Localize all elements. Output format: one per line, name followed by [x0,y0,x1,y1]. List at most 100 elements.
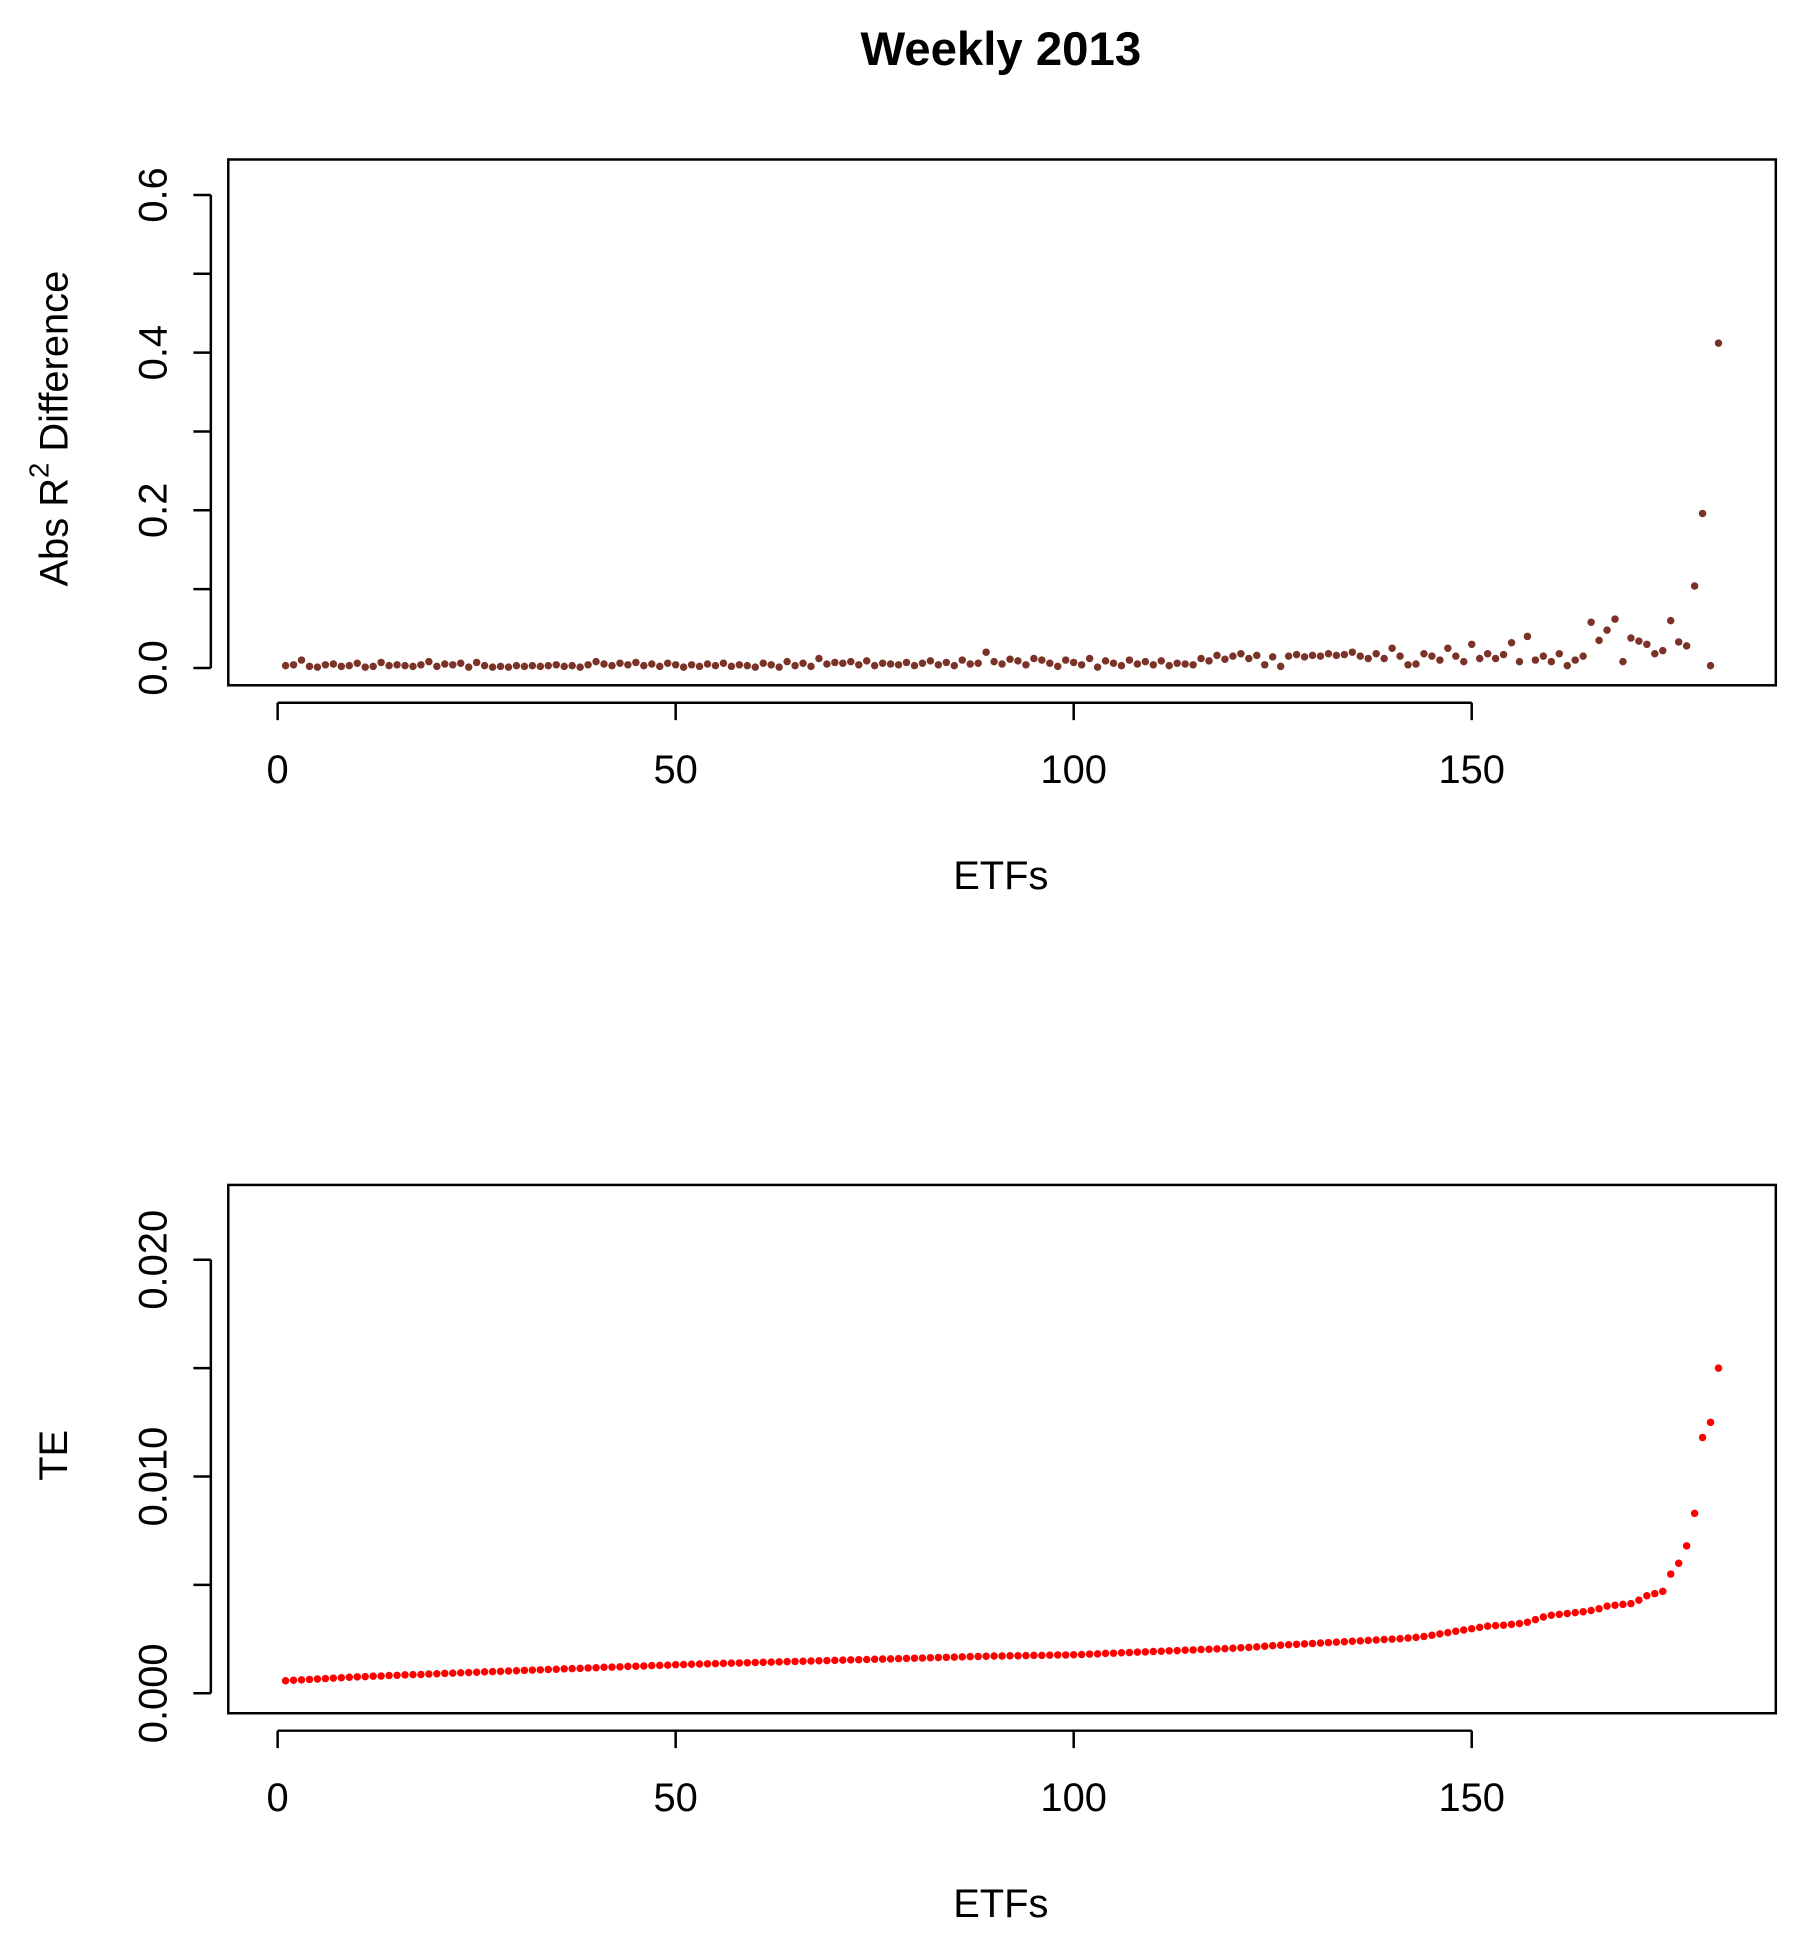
point [910,661,919,670]
point [799,1657,807,1665]
point [982,1652,990,1660]
point [584,661,592,669]
point [496,662,505,671]
point [1619,657,1627,666]
point [1284,1641,1293,1649]
point [449,661,457,669]
point [807,1657,815,1665]
point [974,1652,982,1661]
point [1643,640,1651,649]
point [1627,1599,1635,1608]
point [1061,656,1070,664]
point [926,1654,935,1662]
point [1276,1641,1285,1649]
point [990,1652,998,1660]
point [1659,646,1667,655]
point [1555,650,1564,658]
point [1364,654,1372,663]
point [1197,1645,1205,1654]
point [1563,1609,1571,1618]
point [1579,1608,1587,1616]
point [950,661,959,670]
point [584,1664,592,1672]
point [1467,640,1476,649]
point [1253,1643,1261,1651]
point [1077,661,1086,669]
point [616,1663,624,1671]
point [926,657,935,665]
point [313,1675,322,1683]
point [1460,1626,1468,1634]
point [1316,1639,1325,1647]
point [1101,1649,1110,1658]
point [616,659,624,667]
point [759,659,767,667]
y-tick-label: 0.0 [132,640,176,695]
point [1117,661,1126,670]
point [1332,651,1341,660]
point [839,1656,847,1664]
point [1404,1634,1412,1642]
point [942,1653,951,1662]
point [1054,1651,1062,1659]
point [1499,650,1508,659]
point [377,658,385,667]
point [361,663,369,671]
y-axis-label-part: Difference [32,271,76,463]
point [281,661,290,670]
point [767,1658,775,1666]
point [823,660,831,668]
point [1141,657,1150,666]
point [958,656,966,664]
y-axis-label: TE [32,1430,76,1481]
point [862,657,871,665]
point [632,658,640,667]
point [1340,650,1349,659]
point [1054,662,1062,671]
point [425,1670,433,1678]
point [1205,657,1213,665]
point [1149,661,1158,669]
point [472,658,481,667]
point [568,661,576,670]
point [488,663,497,671]
point [648,660,656,668]
point [504,1667,513,1675]
point [1069,658,1078,667]
point [1603,626,1611,634]
point [1452,1627,1460,1636]
point [759,1658,767,1667]
point [886,1655,895,1663]
point [1014,657,1022,665]
point [544,661,553,670]
point [504,663,513,671]
point [1356,1637,1365,1645]
point [1030,654,1038,663]
point [1475,654,1484,663]
point [1069,1650,1078,1659]
point [1539,1613,1548,1621]
point [520,662,529,671]
point [369,1672,377,1680]
point [878,1655,887,1663]
x-tick-label: 100 [1040,1776,1107,1820]
point [624,1662,632,1671]
point [1006,655,1014,664]
point [600,1663,608,1672]
y-tick-label: 0.010 [132,1427,176,1527]
point [1133,660,1142,668]
point [1245,1643,1253,1652]
point [878,659,887,667]
point [305,1675,314,1684]
point [870,1655,879,1664]
point [512,1667,521,1675]
point [1022,1651,1030,1660]
point [433,662,441,671]
point [1690,1509,1699,1518]
point [1173,1646,1181,1655]
point [831,1656,839,1665]
point [950,1653,959,1661]
point [345,1673,354,1681]
point [1149,1647,1158,1656]
point [297,656,306,664]
